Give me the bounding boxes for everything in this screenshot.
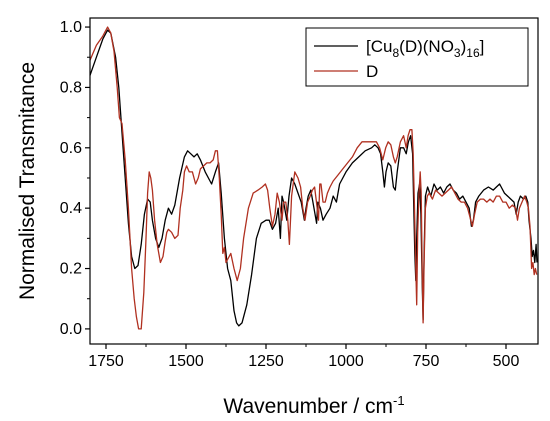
x-tick-label: 1250 bbox=[248, 353, 284, 370]
y-tick-label: 0.4 bbox=[60, 200, 82, 217]
y-tick-label: 0.2 bbox=[60, 261, 82, 278]
legend-label-d: D bbox=[366, 62, 378, 81]
x-tick-label: 1000 bbox=[328, 353, 364, 370]
x-axis-label-main: Wavenumber / cm bbox=[223, 395, 393, 418]
legend-label-cu8: [Cu8(D)(NO3)16] bbox=[366, 37, 484, 60]
y-tick-label: 1.0 bbox=[60, 19, 82, 36]
x-tick-label: 750 bbox=[413, 353, 440, 370]
plot-frame bbox=[89, 17, 539, 345]
x-axis-ticks: 1750 1500 1250 1000 750 500 bbox=[88, 344, 519, 370]
y-axis-ticks: 0.0 0.2 0.4 0.6 0.8 1.0 bbox=[60, 19, 90, 338]
y-tick-label: 0.8 bbox=[60, 79, 82, 96]
y-tick-label: 0.6 bbox=[60, 140, 82, 157]
y-tick-label: 0.0 bbox=[60, 321, 82, 338]
x-axis-label: Wavenumber / cm-1 bbox=[223, 393, 404, 418]
x-tick-label: 1500 bbox=[168, 353, 204, 370]
y-axis-label: Normalised Transmitance bbox=[16, 62, 39, 300]
series-line-2 bbox=[89, 26, 538, 330]
legend-box bbox=[305, 27, 529, 87]
plot-series-group bbox=[89, 26, 538, 330]
x-tick-label: 500 bbox=[493, 353, 520, 370]
x-axis-label-superscript: -1 bbox=[393, 393, 405, 408]
x-tick-label: 1750 bbox=[88, 353, 124, 370]
legend: [Cu8(D)(NO3)16] D bbox=[305, 27, 529, 87]
